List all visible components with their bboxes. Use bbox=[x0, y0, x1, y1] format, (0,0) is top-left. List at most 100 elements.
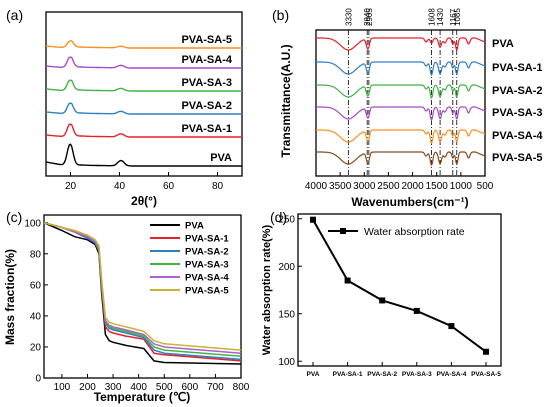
panel-b-xtick-label: 2000 bbox=[401, 181, 424, 192]
panel-a-curve-pva-sa-4 bbox=[45, 56, 242, 69]
panel-c-ytick-label: 60 bbox=[30, 280, 42, 291]
panel-d-point bbox=[483, 348, 489, 355]
panel-d-water-absorption: (d) Water absorption rate(%) 100 150 200 25… bbox=[261, 209, 502, 378]
panel-b-curve-pva-sa-5 bbox=[316, 151, 486, 167]
panel-b-label-pva-sa-2: PVA-SA-2 bbox=[492, 85, 543, 97]
panel-a-curve-pva-sa-3 bbox=[45, 79, 242, 92]
panel-d-ticks: 100 150 200 250 PVA PVA-SA-1 PVA-SA-2 PVA-SA-3 P… bbox=[278, 214, 501, 378]
panel-b-curve-pva bbox=[316, 37, 486, 51]
panel-c-legend-label: PVA-SA-3 bbox=[185, 260, 229, 271]
panel-a-series-labels: PVA PVA-SA-1 PVA-SA-2 PVA-SA-3 PVA-SA-4 PVA-S… bbox=[181, 34, 232, 164]
panel-d-legend: Water absorption rate bbox=[328, 226, 465, 238]
panel-b-x-ticks: 4000 3500 3000 2500 2000 1500 1000 500 bbox=[305, 172, 494, 192]
panel-c-legend-label: PVA-SA-1 bbox=[185, 234, 229, 245]
panel-c-legend-label: PVA-SA-2 bbox=[185, 247, 229, 258]
panel-b-xtick-label: 500 bbox=[477, 181, 494, 192]
panel-b-peak-label: 2905 bbox=[365, 8, 374, 26]
panel-b-curve-pva-sa-3 bbox=[316, 106, 486, 122]
panel-d-legend-label: Water absorption rate bbox=[364, 226, 465, 238]
panel-b-xtick-label: 3500 bbox=[329, 181, 352, 192]
panel-a-xtick-label: 80 bbox=[212, 181, 224, 192]
panel-b-curve-pva-sa-2 bbox=[316, 84, 486, 100]
panel-d-point bbox=[344, 277, 351, 284]
panel-d-ytick-label: 150 bbox=[278, 309, 295, 320]
panel-c-curve-pva-sa-4 bbox=[43, 222, 242, 354]
panel-d-label: (d) bbox=[270, 209, 287, 225]
panel-d-point bbox=[413, 307, 420, 314]
panel-b-peak-label: 3330 bbox=[344, 8, 353, 26]
panel-c-ticks: 100 200 300 400 500 600 700 800 0 20 40 60 80 100 bbox=[24, 218, 249, 393]
panel-b-ftir: (b) Transmittance(A.U.) 4000 3500 3000 2500… bbox=[272, 7, 543, 209]
panel-b-peak-label: 1608 bbox=[427, 8, 436, 26]
panel-b-frame bbox=[315, 29, 486, 177]
panel-c-ytick-label: 40 bbox=[30, 311, 42, 322]
panel-c-ytick-label: 80 bbox=[30, 249, 42, 260]
panel-b-peak-label: 2940 bbox=[363, 8, 372, 26]
panel-c-curve-pva-sa-5 bbox=[43, 222, 242, 351]
panel-a-curves bbox=[45, 40, 242, 167]
panel-b-peak-label: 1167 bbox=[449, 8, 458, 26]
panel-b-label-pva-sa-3: PVA-SA-3 bbox=[492, 107, 543, 119]
panel-a-label-pva-sa-4: PVA-SA-4 bbox=[181, 54, 232, 66]
panel-d-line bbox=[312, 219, 487, 353]
panel-d-series bbox=[310, 216, 489, 355]
panel-a-curve-pva-sa-5 bbox=[45, 40, 242, 49]
panel-b-xtick-label: 4000 bbox=[305, 181, 328, 192]
panel-d-ytick-label: 100 bbox=[278, 357, 295, 368]
panel-a-frame bbox=[45, 11, 243, 177]
panel-a-label: (a) bbox=[6, 7, 23, 23]
panel-a-curve-pva-sa-1 bbox=[45, 123, 242, 138]
panel-c-ytick-label: 100 bbox=[24, 218, 41, 229]
panel-c-label: (c) bbox=[6, 209, 22, 225]
panel-d-xtick-label: PVA-SA-3 bbox=[402, 371, 432, 378]
panel-b-label-pva-sa-4: PVA-SA-4 bbox=[492, 130, 543, 142]
panel-b-curve-pva-sa-4 bbox=[316, 129, 486, 145]
panel-d-xtick-label: PVA bbox=[307, 371, 320, 378]
panel-a-curve-pva bbox=[45, 143, 242, 167]
panel-b-xtick-label: 2500 bbox=[377, 181, 400, 192]
panel-b-curves bbox=[316, 37, 486, 167]
panel-c-legend-label: PVA-SA-4 bbox=[185, 273, 229, 284]
panel-a-xlabel: 2θ(°) bbox=[131, 194, 157, 208]
panel-d-point bbox=[310, 216, 316, 223]
panel-c-ytick-label: 20 bbox=[30, 342, 42, 353]
panel-d-xtick-label: PVA-SA-1 bbox=[333, 371, 363, 378]
panel-a-label-pva-sa-5: PVA-SA-5 bbox=[181, 34, 232, 46]
panel-c-legend: PVA PVA-SA-1 PVA-SA-2 PVA-SA-3 PVA-SA-4 PVA-S… bbox=[150, 221, 229, 297]
panel-b-peak-label: 1085 bbox=[453, 8, 462, 26]
panel-d-frame bbox=[297, 213, 502, 367]
panel-c-xtick-label: 200 bbox=[79, 382, 96, 393]
panel-b-curve-pva-sa-1 bbox=[316, 61, 486, 77]
panel-b-peak-label: 1430 bbox=[436, 8, 445, 26]
panel-a-xtick-label: 40 bbox=[114, 181, 126, 192]
panel-c-legend-label: PVA-SA-5 bbox=[185, 286, 229, 297]
panel-b-ylabel: Transmittance(A.U.) bbox=[279, 44, 293, 157]
panel-c-curves bbox=[43, 222, 242, 365]
panel-c-tga: (c) Mass fraction(%) 100 200 300 400 500 600 7… bbox=[3, 209, 250, 404]
panel-a-xrd: (a) 20 40 60 80 PVA PVA-SA-1 PVA-SA-2 PVA-SA-3… bbox=[6, 7, 243, 208]
panel-b-xtick-label: 3000 bbox=[353, 181, 376, 192]
panel-b-series-labels: PVA PVA-SA-1 PVA-SA-2 PVA-SA-3 PVA-SA-4 PVA-S… bbox=[492, 38, 543, 164]
panel-d-ytick-label: 200 bbox=[278, 262, 295, 273]
panel-d-ylabel: Water absorption rate(%) bbox=[261, 224, 273, 355]
panel-d-point bbox=[448, 323, 455, 330]
panel-b-label-pva: PVA bbox=[492, 38, 514, 50]
panel-a-xtick-label: 60 bbox=[163, 181, 175, 192]
panel-d-xtick-label: PVA-SA-5 bbox=[471, 371, 501, 378]
panel-d-xtick-label: PVA-SA-4 bbox=[436, 371, 466, 378]
panel-a-label-pva: PVA bbox=[210, 152, 232, 164]
panel-c-xtick-label: 400 bbox=[130, 382, 147, 393]
panel-d-ytick-label: 250 bbox=[278, 214, 295, 225]
panel-b-xlabel: Wavenumbers(cm⁻¹) bbox=[351, 195, 468, 209]
panel-c-legend-label: PVA bbox=[185, 221, 204, 232]
panel-a-xtick-label: 20 bbox=[65, 181, 77, 192]
panel-c-frame bbox=[43, 214, 242, 379]
panel-a-label-pva-sa-1: PVA-SA-1 bbox=[181, 123, 232, 135]
panel-d-point bbox=[379, 297, 386, 304]
panel-c-xtick-label: 600 bbox=[181, 382, 198, 393]
panel-b-xtick-label: 1500 bbox=[426, 181, 449, 192]
panel-d-legend-marker bbox=[340, 228, 346, 234]
